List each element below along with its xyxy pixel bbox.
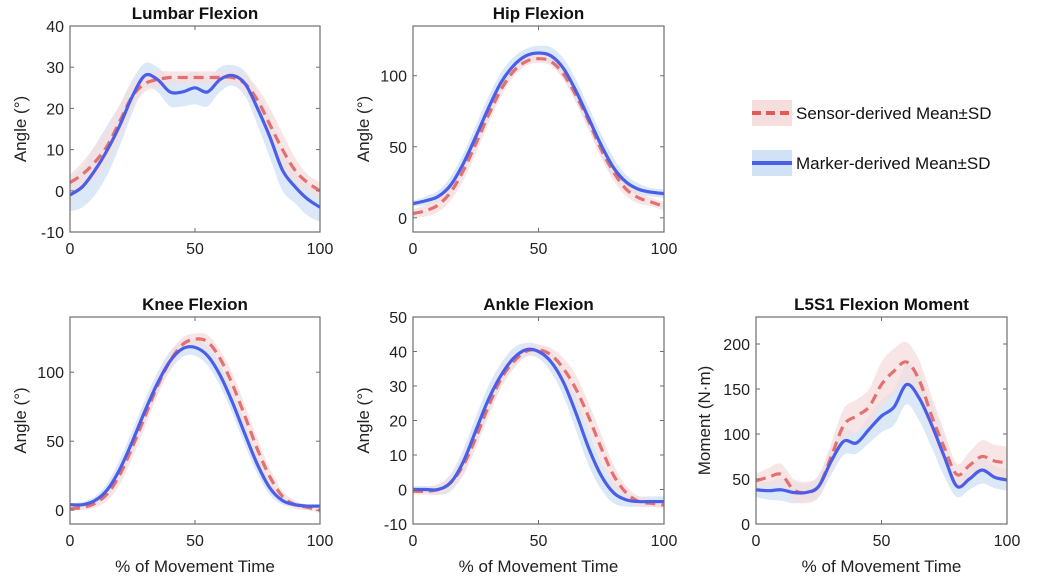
- ankle-flexion-sensor-derived-mean-line: [413, 347, 664, 507]
- ankle-flexion-sensor-derived-sd-band: [413, 344, 664, 509]
- ankle-flexion-title: Ankle Flexion: [483, 295, 594, 314]
- l5s1-flexion-moment-y-tick-label: 0: [741, 517, 750, 534]
- lumbar-flexion-x-tick-label: 100: [307, 241, 334, 258]
- panel-knee-flexion: 0 50 100 0 50 100 Knee Flexion Angle (°) % of Mo…: [11, 295, 333, 576]
- hip-flexion-data-layer: [413, 45, 664, 218]
- l5s1-flexion-moment-title: L5S1 Flexion Moment: [794, 295, 969, 314]
- l5s1-flexion-moment-y-tick-label: 50: [732, 472, 750, 489]
- ankle-flexion-x-axis-label: % of Movement Time: [459, 557, 619, 576]
- legend: Sensor-derived Mean±SD Marker-derived Me…: [752, 100, 991, 176]
- ankle-flexion-y-tick-label: 10: [389, 448, 407, 465]
- ankle-flexion-y-tick-label: -10: [384, 517, 407, 534]
- l5s1-flexion-moment-x-axis-label: % of Movement Time: [802, 557, 962, 576]
- knee-flexion-title: Knee Flexion: [142, 295, 248, 314]
- ankle-flexion-x-tick-label: 0: [409, 533, 418, 550]
- hip-flexion-marker-derived-mean-line: [413, 51, 664, 206]
- lumbar-flexion-data-layer: [70, 62, 320, 222]
- knee-flexion-y-tick-label: 50: [46, 434, 64, 451]
- hip-flexion-title: Hip Flexion: [493, 4, 585, 23]
- l5s1-flexion-moment-y-axis-label: Moment (N·m): [695, 366, 714, 476]
- lumbar-flexion-y-tick-label: 10: [46, 143, 64, 160]
- ankle-flexion-data-layer: [413, 342, 664, 509]
- knee-flexion-sensor-derived-mean-line: [70, 337, 320, 512]
- l5s1-flexion-moment-y-tick-label: 200: [723, 337, 750, 354]
- hip-flexion-y-tick-label: 50: [389, 140, 407, 157]
- l5s1-flexion-moment-x-tick-label: 50: [873, 533, 891, 550]
- ankle-flexion-y-tick-label: 0: [398, 483, 407, 500]
- knee-flexion-marker-derived-mean-line: [70, 345, 320, 508]
- ankle-flexion-x-tick-label: 50: [530, 533, 548, 550]
- hip-flexion-sensor-derived-sd-band: [413, 54, 664, 218]
- hip-flexion-y-tick-label: 0: [398, 211, 407, 228]
- panel-l5s1-flexion-moment: 0 50 100 0 50 100 150 200 L5S1 Flexion Moment Mom…: [695, 295, 1020, 576]
- hip-flexion-x-tick-label: 100: [651, 241, 678, 258]
- knee-flexion-y-tick-label: 0: [55, 503, 64, 520]
- l5s1-flexion-moment-x-tick-label: 100: [994, 533, 1021, 550]
- knee-flexion-x-tick-label: 50: [186, 533, 204, 550]
- lumbar-flexion-y-tick-label: 40: [46, 19, 64, 36]
- lumbar-flexion-marker-derived-mean-line: [70, 72, 320, 209]
- legend-sensor-label: Sensor-derived Mean±SD: [796, 104, 991, 123]
- l5s1-flexion-moment-sensor-derived-sd-band: [756, 341, 1007, 504]
- lumbar-flexion-y-tick-label: -10: [41, 225, 64, 242]
- ankle-flexion-x-tick-label: 100: [651, 533, 678, 550]
- ankle-flexion-y-tick-label: 50: [389, 310, 407, 327]
- knee-flexion-x-tick-label: 0: [66, 533, 75, 550]
- knee-flexion-data-layer: [70, 333, 320, 513]
- ankle-flexion-y-tick-label: 30: [389, 379, 407, 396]
- lumbar-flexion-y-tick-label: 20: [46, 101, 64, 118]
- l5s1-flexion-moment-data-layer: [756, 341, 1007, 504]
- hip-flexion-sensor-derived-mean-line: [413, 57, 664, 216]
- knee-flexion-x-tick-label: 100: [307, 533, 334, 550]
- lumbar-flexion-sensor-derived-mean-line: [70, 75, 320, 193]
- knee-flexion-x-axis-label: % of Movement Time: [115, 557, 275, 576]
- l5s1-flexion-moment-marker-derived-mean-line: [756, 382, 1007, 495]
- hip-flexion-x-tick-label: 0: [409, 241, 418, 258]
- hip-flexion-x-tick-label: 50: [530, 241, 548, 258]
- ankle-flexion-y-tick-label: 20: [389, 414, 407, 431]
- legend-marker-label: Marker-derived Mean±SD: [796, 154, 991, 173]
- knee-flexion-y-tick-label: 100: [37, 365, 64, 382]
- ankle-flexion-marker-derived-mean-line: [413, 347, 664, 504]
- ankle-flexion-y-axis-label: Angle (°): [354, 387, 373, 453]
- hip-flexion-y-tick-label: 100: [380, 69, 407, 86]
- knee-flexion-y-axis-label: Angle (°): [11, 387, 30, 453]
- knee-flexion-marker-derived-sd-band: [70, 338, 320, 508]
- lumbar-flexion-y-tick-label: 30: [46, 60, 64, 77]
- lumbar-flexion-y-axis-label: Angle (°): [11, 96, 30, 162]
- l5s1-flexion-moment-marker-derived-sd-band: [756, 364, 1007, 504]
- lumbar-flexion-title: Lumbar Flexion: [132, 4, 259, 23]
- l5s1-flexion-moment-x-tick-label: 0: [752, 533, 761, 550]
- l5s1-flexion-moment-y-tick-label: 100: [723, 427, 750, 444]
- lumbar-flexion-x-tick-label: 0: [66, 241, 75, 258]
- lumbar-flexion-sensor-derived-sd-band: [70, 71, 320, 200]
- lumbar-flexion-x-tick-label: 50: [186, 241, 204, 258]
- l5s1-flexion-moment-y-tick-label: 150: [723, 382, 750, 399]
- ankle-flexion-marker-derived-sd-band: [413, 342, 664, 508]
- hip-flexion-y-axis-label: Angle (°): [354, 96, 373, 162]
- lumbar-flexion-y-tick-label: 0: [55, 184, 64, 201]
- ankle-flexion-y-tick-label: 40: [389, 345, 407, 362]
- panel-hip-flexion: 0 50 100 0 50 100 Hip Flexion Angle (°): [354, 4, 677, 258]
